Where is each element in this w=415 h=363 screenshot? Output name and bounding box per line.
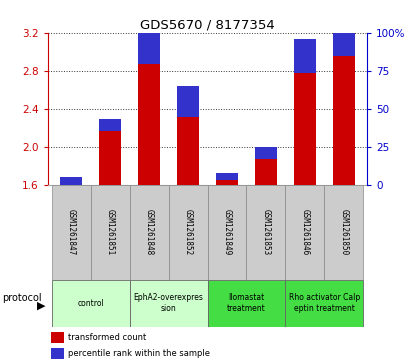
Bar (255, 159, 277, 185)
Text: EphA2-overexpres
sion: EphA2-overexpres sion (134, 293, 203, 313)
Bar (138, 26, 160, 64)
Text: GSM1261849: GSM1261849 (222, 209, 232, 256)
Bar (129, 185, 168, 280)
Bar (177, 86, 199, 117)
Bar (129, 280, 208, 327)
Text: GSM1261851: GSM1261851 (105, 209, 115, 256)
Bar (294, 73, 316, 185)
Bar (208, 185, 247, 280)
Bar (255, 147, 277, 159)
Bar (286, 185, 325, 280)
Bar (61, 177, 82, 185)
Bar (90, 185, 129, 280)
Bar (177, 117, 199, 185)
Bar (325, 185, 364, 280)
Bar (247, 185, 286, 280)
Text: ▶: ▶ (37, 301, 46, 310)
Text: protocol: protocol (2, 293, 42, 303)
Text: GSM1261850: GSM1261850 (339, 209, 349, 256)
Text: transformed count: transformed count (68, 333, 147, 342)
Bar (99, 119, 121, 131)
Bar (138, 64, 160, 185)
Bar (51, 185, 90, 280)
Text: Rho activator Calp
eptin treatment: Rho activator Calp eptin treatment (289, 293, 360, 313)
Text: GSM1261847: GSM1261847 (66, 209, 76, 256)
Bar (51, 348, 64, 359)
Bar (51, 280, 129, 327)
Bar (51, 332, 64, 343)
Text: GSM1261852: GSM1261852 (183, 209, 193, 256)
Bar (333, 19, 354, 57)
Text: GSM1261846: GSM1261846 (300, 209, 310, 256)
Bar (216, 173, 238, 180)
Text: control: control (77, 299, 104, 307)
Bar (168, 185, 208, 280)
Title: GDS5670 / 8177354: GDS5670 / 8177354 (140, 19, 275, 32)
Text: GSM1261848: GSM1261848 (144, 209, 154, 256)
Bar (294, 39, 316, 73)
Bar (286, 280, 364, 327)
Text: llomastat
treatment: llomastat treatment (227, 293, 266, 313)
Bar (99, 131, 121, 185)
Bar (333, 57, 354, 185)
Bar (216, 180, 238, 185)
Text: percentile rank within the sample: percentile rank within the sample (68, 350, 210, 358)
Text: GSM1261853: GSM1261853 (261, 209, 271, 256)
Bar (208, 280, 286, 327)
